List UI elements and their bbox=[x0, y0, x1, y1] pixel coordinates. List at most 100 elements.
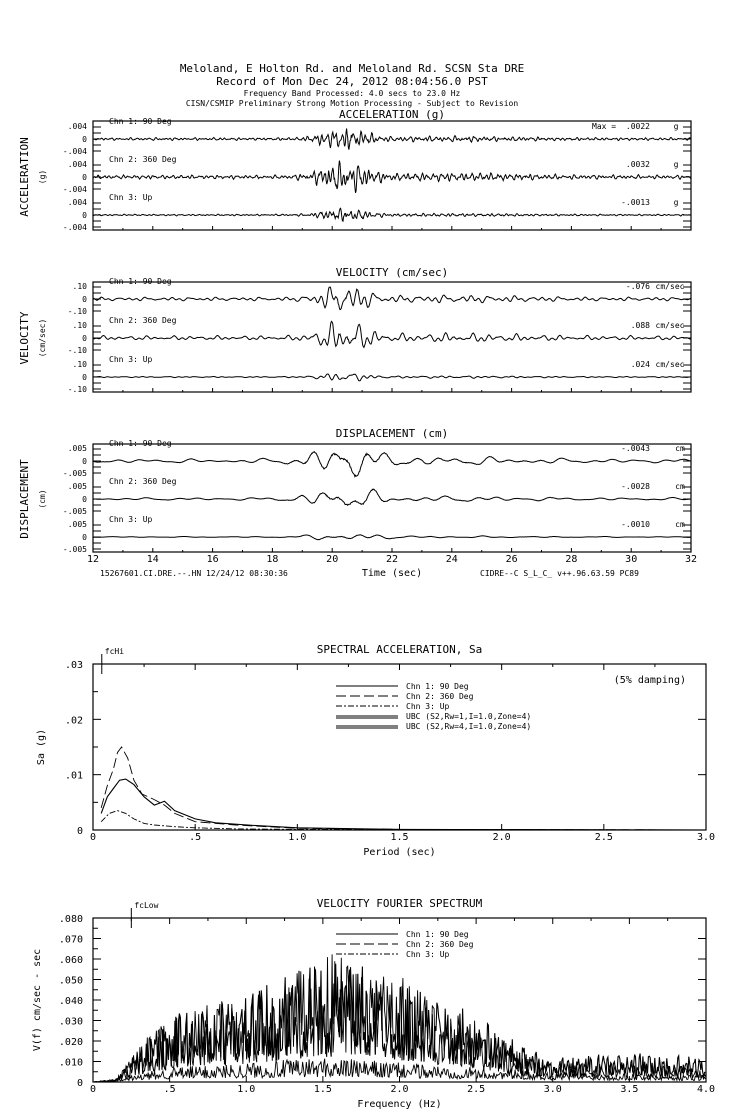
y-tick-label: .005 bbox=[68, 444, 87, 453]
y-axis-unit: (g) bbox=[38, 170, 47, 184]
x-axis-label: Time (sec) bbox=[362, 568, 422, 579]
y-tick-label: -.005 bbox=[63, 507, 87, 516]
y-axis-unit: (cm) bbox=[38, 489, 47, 508]
y-axis-unit: (cm/sec) bbox=[38, 319, 47, 358]
y-tick-label: -.004 bbox=[63, 147, 87, 156]
peak-unit: cm/sec bbox=[656, 321, 685, 330]
y-tick-label: -.10 bbox=[68, 385, 87, 394]
peak-value: -.0028 bbox=[621, 482, 650, 491]
y-tick-label: -.004 bbox=[63, 223, 87, 232]
x-tick-label: 26 bbox=[506, 554, 518, 565]
peak-unit: g bbox=[674, 160, 679, 169]
peak-unit: cm bbox=[675, 482, 685, 491]
peak-unit: cm/sec bbox=[656, 282, 685, 291]
waveform-acc-chn2 bbox=[92, 160, 692, 193]
series-2-curve bbox=[100, 746, 707, 831]
x-tick-label: 12 bbox=[87, 554, 99, 565]
record-time: Record of Mon Dec 24, 2012 08:04:56.0 PS… bbox=[216, 75, 488, 88]
peak-unit: cm bbox=[675, 520, 685, 529]
station-title: Meloland, E Holton Rd. and Meloland Rd. … bbox=[180, 62, 524, 75]
waveform-vel-chn1 bbox=[93, 286, 692, 311]
x-tick-label: .5 bbox=[189, 832, 201, 843]
y-tick-label: 0 bbox=[82, 173, 87, 182]
x-tick-label: .5 bbox=[164, 1084, 176, 1095]
x-tick-label: 0 bbox=[90, 832, 96, 843]
y-tick-label: .10 bbox=[73, 282, 88, 291]
panel-frame bbox=[92, 120, 692, 231]
x-tick-label: 3.5 bbox=[620, 1084, 638, 1095]
y-axis-label: Sa (g) bbox=[36, 729, 47, 765]
peak-value: -.076 bbox=[626, 282, 650, 291]
x-tick-label: 1.0 bbox=[288, 832, 306, 843]
x-tick-label: 3.0 bbox=[544, 1084, 562, 1095]
series-1-curve bbox=[93, 963, 706, 1083]
x-tick-label: 28 bbox=[565, 554, 577, 565]
y-axis-label: DISPLACEMENT bbox=[18, 459, 31, 539]
legend-label: Chn 1: 90 Deg bbox=[406, 930, 469, 939]
x-tick-label: 3.0 bbox=[697, 832, 715, 843]
y-tick-label: 0 bbox=[82, 211, 87, 220]
x-tick-label: 24 bbox=[446, 554, 458, 565]
chart-title: SPECTRAL ACCELERATION, Sa bbox=[317, 643, 483, 656]
y-tick-label: .030 bbox=[59, 1017, 83, 1028]
peak-unit: cm/sec bbox=[656, 360, 685, 369]
marker-label: fcHi bbox=[105, 647, 124, 656]
channel-label: Chn 1: 90 Deg bbox=[109, 439, 172, 448]
waveform-acc-chn3 bbox=[92, 207, 692, 223]
y-tick-label: -.10 bbox=[68, 346, 87, 355]
footer-right: CIDRE--C S_L_C_ v++.96.63.59 PC89 bbox=[480, 569, 639, 578]
panel-title: ACCELERATION (g) bbox=[339, 108, 445, 121]
y-tick-label: 0 bbox=[82, 533, 87, 542]
channel-label: Chn 3: Up bbox=[109, 193, 153, 202]
series-3-curve bbox=[100, 810, 707, 831]
x-tick-label: 2.5 bbox=[467, 1084, 485, 1095]
y-tick-label: .040 bbox=[59, 996, 83, 1007]
waveform-dis-chn1 bbox=[92, 450, 692, 478]
x-tick-label: 18 bbox=[266, 554, 278, 565]
waveform-dis-chn3 bbox=[92, 534, 691, 541]
y-tick-label: 0 bbox=[77, 826, 83, 837]
y-tick-label: .004 bbox=[68, 160, 87, 169]
channel-label: Chn 2: 360 Deg bbox=[109, 155, 177, 164]
y-tick-label: .10 bbox=[73, 360, 88, 369]
x-tick-label: 2.0 bbox=[390, 1084, 408, 1095]
channel-label: Chn 2: 360 Deg bbox=[109, 316, 177, 325]
y-tick-label: .070 bbox=[59, 935, 83, 946]
y-tick-label: 0 bbox=[82, 334, 87, 343]
x-tick-label: 16 bbox=[207, 554, 219, 565]
x-tick-label: 2.0 bbox=[493, 832, 511, 843]
y-tick-label: 0 bbox=[77, 1078, 83, 1089]
y-tick-label: -.005 bbox=[63, 469, 87, 478]
legend-label: Chn 3: Up bbox=[406, 950, 450, 959]
x-tick-label: 0 bbox=[90, 1084, 96, 1095]
x-tick-label: 14 bbox=[147, 554, 159, 565]
x-tick-label: 1.5 bbox=[390, 832, 408, 843]
legend-label: Chn 2: 360 Deg bbox=[406, 940, 474, 949]
y-axis-label: V(f) cm/sec - sec bbox=[32, 949, 43, 1051]
peak-value: -.0013 bbox=[621, 198, 650, 207]
y-axis-label: VELOCITY bbox=[18, 311, 31, 364]
y-tick-label: 0 bbox=[82, 457, 87, 466]
damping-note: (5% damping) bbox=[614, 675, 686, 686]
x-tick-label: 22 bbox=[386, 554, 398, 565]
x-tick-label: 1.5 bbox=[314, 1084, 332, 1095]
series-2-curve bbox=[92, 954, 706, 1083]
series-1-curve bbox=[100, 778, 707, 831]
y-tick-label: .005 bbox=[68, 482, 87, 491]
footer-left: 15267601.CI.DRE.--.HN 12/24/12 08:30:36 bbox=[100, 569, 288, 578]
series-3-curve bbox=[93, 1058, 706, 1083]
x-tick-label: 4.0 bbox=[697, 1084, 715, 1095]
panel-title: DISPLACEMENT (cm) bbox=[336, 427, 449, 440]
peak-unit: cm bbox=[675, 444, 685, 453]
y-tick-label: .02 bbox=[65, 715, 83, 726]
y-tick-label: .020 bbox=[59, 1037, 83, 1048]
y-tick-label: -.10 bbox=[68, 307, 87, 316]
y-tick-label: .01 bbox=[65, 771, 83, 782]
y-tick-label: .060 bbox=[59, 955, 83, 966]
peak-unit: g bbox=[674, 198, 679, 207]
legend-label: UBC (S2,Rw=1,I=1.0,Zone=4) bbox=[406, 712, 531, 721]
peak-value: .0032 bbox=[626, 160, 650, 169]
x-tick-label: 30 bbox=[625, 554, 637, 565]
y-tick-label: .050 bbox=[59, 976, 83, 987]
